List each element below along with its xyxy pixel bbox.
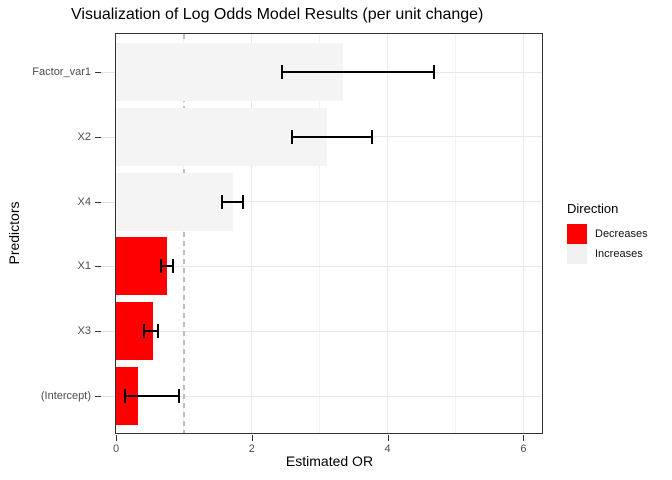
y-tick-label-X3: X3 <box>77 325 91 338</box>
y-tick-label-X2: X2 <box>77 130 91 143</box>
y-axis-title: Predictors <box>6 201 22 265</box>
errorbar-cap <box>220 194 223 209</box>
errorbar-line <box>160 265 174 268</box>
bar-X4 <box>116 172 233 231</box>
x-axis-title: Estimated OR <box>285 453 374 469</box>
y-tick-dark <box>95 72 101 73</box>
x-tick <box>251 435 253 441</box>
y-tick-label-Factor_var1: Factor_var1 <box>32 66 91 78</box>
y-tick-light <box>101 266 115 268</box>
errorbar-cap <box>241 194 244 209</box>
legend-key-Decreases <box>567 224 587 244</box>
y-tick-light <box>101 136 115 138</box>
grid-major-h <box>116 201 542 203</box>
grid-major-h <box>116 395 542 397</box>
errorbar-cap <box>142 324 145 339</box>
grid-major-v <box>387 34 389 433</box>
grid-major-h <box>116 265 542 267</box>
grid-major-h <box>116 330 542 332</box>
grid-minor-v <box>455 34 456 433</box>
y-tick-light <box>101 201 115 203</box>
errorbar-cap <box>290 129 293 144</box>
y-tick-label-X4: X4 <box>77 195 91 208</box>
y-tick-light <box>101 396 115 397</box>
x-tick <box>387 435 389 441</box>
y-tick-dark <box>95 331 101 333</box>
errorbar-cap <box>172 259 175 274</box>
chart-title: Visualization of Log Odds Model Results … <box>71 6 484 23</box>
legend-key-Increases <box>567 244 587 264</box>
errorbar-cap <box>178 389 181 403</box>
errorbar-line <box>282 71 435 73</box>
bar-X1 <box>116 237 167 296</box>
grid-minor-v <box>319 34 321 433</box>
legend-entry-Decreases: Decreases <box>567 224 648 244</box>
errorbar-cap <box>157 324 160 339</box>
x-tick <box>523 435 525 441</box>
y-tick-label-(Intercept): (Intercept) <box>40 390 91 402</box>
y-tick-dark <box>95 136 101 138</box>
errorbar-line <box>291 135 372 138</box>
y-tick-label-X1: X1 <box>77 260 91 273</box>
y-tick-dark <box>95 201 101 203</box>
x-tick-label: 6 <box>520 443 527 455</box>
legend-title: Direction <box>567 201 619 216</box>
errorbar-cap <box>159 259 162 274</box>
x-tick-label: 4 <box>384 443 391 455</box>
reference-line <box>182 34 185 433</box>
legend-label: Decreases <box>595 228 648 240</box>
x-tick-label: 0 <box>112 443 120 455</box>
y-tick-dark <box>95 266 101 268</box>
errorbar-cap <box>370 129 373 144</box>
y-tick-light <box>101 331 115 333</box>
errorbar-line <box>124 395 180 397</box>
plot-panel <box>115 33 543 434</box>
y-tick-light <box>101 72 115 73</box>
errorbar-line <box>221 200 243 203</box>
x-tick <box>116 435 117 441</box>
x-tick-label: 2 <box>248 443 255 455</box>
errorbar-cap <box>281 65 284 79</box>
errorbar-cap <box>433 65 436 79</box>
legend-entry-Increases: Increases <box>567 244 648 264</box>
legend-label: Increases <box>595 248 643 260</box>
grid-major-v <box>522 34 524 433</box>
errorbar-cap <box>123 389 126 403</box>
legend-entries: Decreases Increases <box>567 224 648 264</box>
y-tick-dark <box>95 396 101 397</box>
grid-major-v <box>251 34 253 433</box>
errorbar-line <box>143 330 159 333</box>
